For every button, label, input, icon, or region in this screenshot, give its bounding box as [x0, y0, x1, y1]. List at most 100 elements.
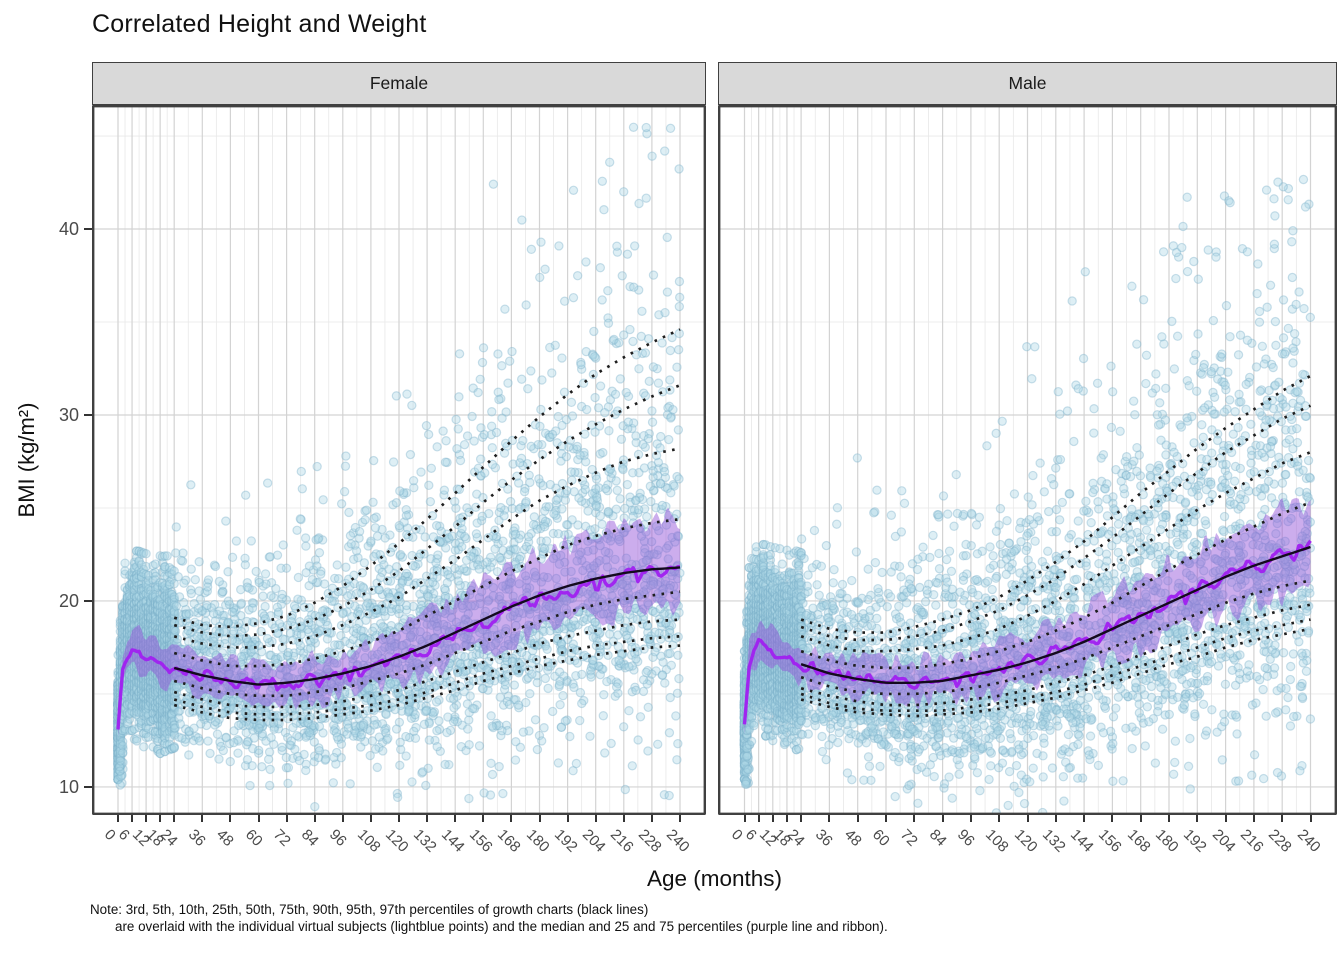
x-axis-tick	[1054, 815, 1057, 822]
facet-strip-male: Male	[718, 62, 1337, 105]
x-axis-tick	[201, 815, 204, 822]
x-axis-tick	[426, 815, 429, 822]
x-axis-tick	[538, 815, 541, 822]
x-axis-tick	[369, 815, 372, 822]
x-axis-tick	[1281, 815, 1284, 822]
x-axis-tick-label: 84	[925, 826, 950, 850]
x-axis-tick-label: 144	[1067, 826, 1097, 856]
x-axis-tick	[1168, 815, 1170, 822]
x-axis-tick	[622, 815, 625, 822]
y-axis-tick-label: 30	[58, 404, 79, 425]
caption-note: Note: 3rd, 5th, 10th, 25th, 50th, 75th, …	[90, 901, 888, 935]
x-axis-tick	[941, 815, 944, 822]
x-axis-tick	[679, 815, 681, 822]
x-axis-tick-label: 192	[550, 826, 581, 856]
x-axis-tick	[131, 815, 134, 822]
x-axis-title: Age (months)	[646, 866, 783, 891]
x-axis-tick	[398, 815, 400, 822]
facet-strip-male-label: Male	[1008, 73, 1047, 93]
x-axis-tick-label: 72	[897, 826, 922, 850]
x-axis-tick	[650, 815, 653, 822]
y-axis-tick-label: 10	[58, 776, 79, 797]
x-axis-tick	[885, 815, 887, 822]
x-axis-tick	[285, 815, 288, 822]
chart-title: Correlated Height and Weight	[92, 10, 427, 38]
x-axis-tick	[856, 815, 859, 822]
x-axis-tick-label: 36	[812, 826, 837, 850]
x-axis-tick	[159, 815, 162, 822]
note-line-2: are overlaid with the individual virtual…	[115, 919, 888, 934]
facet-strip-female-label: Female	[369, 73, 429, 93]
x-axis-tick	[173, 815, 176, 822]
x-axis-tick	[145, 815, 148, 822]
x-axis-tick-label: 72	[269, 826, 294, 850]
x-axis-tick-label: 96	[325, 826, 350, 850]
x-axis-tick	[913, 815, 916, 822]
x-axis-tick	[341, 815, 344, 822]
x-axis-tick-label: 108	[982, 826, 1012, 856]
x-axis-tick-label: 228	[634, 826, 665, 856]
y-axis-tick	[84, 228, 92, 231]
x-axis-tick-label: 240	[662, 826, 693, 856]
x-axis-tick-label: 24	[784, 826, 808, 850]
x-axis-tick	[1111, 815, 1114, 822]
x-axis-tick-label: 144	[438, 826, 468, 856]
x-axis-tick	[257, 815, 260, 822]
x-axis-tick-label: 84	[297, 826, 322, 850]
x-axis-tick-label: 204	[1208, 826, 1239, 856]
x-axis-tick-label: 120	[381, 826, 412, 856]
x-axis-tick	[998, 815, 1001, 822]
x-axis-tick	[1224, 815, 1227, 822]
x-axis-tick	[743, 815, 746, 822]
x-axis-tick-label: 24	[157, 826, 181, 850]
x-axis-tick	[482, 815, 485, 822]
y-axis-tick	[84, 785, 92, 788]
x-axis-tick	[229, 815, 232, 822]
facet-strip-female: Female	[92, 62, 706, 105]
x-axis-tick	[800, 815, 803, 822]
x-axis-tick	[1252, 815, 1255, 822]
panel-male	[718, 105, 1337, 815]
x-axis-tick	[1083, 815, 1086, 822]
note-line-1: Note: 3rd, 5th, 10th, 25th, 50th, 75th, …	[90, 902, 649, 917]
x-axis-tick	[1139, 815, 1142, 822]
x-axis-tick-label: 0	[727, 826, 746, 844]
x-axis-tick	[828, 815, 831, 822]
x-axis-tick-label: 132	[1038, 826, 1069, 856]
x-axis-tick-label: 168	[494, 826, 525, 856]
panel-canvas-female	[92, 105, 706, 815]
panel-female	[92, 105, 706, 815]
x-axis-tick-label: 204	[578, 826, 609, 856]
x-axis-tick-label: 168	[1123, 826, 1154, 856]
y-axis-title: BMI (kg/m²)	[14, 402, 39, 518]
x-axis-tick	[313, 815, 316, 822]
x-axis-tick	[117, 815, 119, 822]
x-axis-tick-label: 228	[1265, 826, 1295, 856]
x-axis-tick-label: 96	[953, 826, 978, 850]
x-axis-tick-label: 108	[353, 826, 384, 856]
x-axis-tick-label: 156	[466, 826, 496, 856]
x-axis-tick-label: 48	[840, 826, 865, 850]
panel-canvas-male	[718, 105, 1337, 815]
x-axis-tick	[1196, 815, 1199, 822]
x-axis-tick	[1026, 815, 1029, 822]
x-axis-tick	[566, 815, 569, 822]
x-axis-tick-label: 180	[522, 826, 553, 856]
x-axis-tick	[1309, 815, 1312, 822]
y-axis-tick	[84, 599, 92, 602]
x-axis-tick-label: 48	[213, 826, 238, 850]
x-axis-tick	[454, 815, 457, 822]
x-axis-tick	[785, 815, 788, 822]
x-axis-tick	[969, 815, 972, 822]
x-axis-tick	[771, 815, 774, 822]
x-axis-tick-label: 120	[1010, 826, 1041, 856]
x-axis-tick-label: 240	[1293, 826, 1324, 856]
x-axis-tick-label: 216	[606, 826, 637, 856]
x-axis-tick	[510, 815, 513, 822]
x-axis-tick-label: 156	[1095, 826, 1126, 856]
x-axis-tick-label: 60	[241, 826, 266, 850]
x-axis-tick-label: 132	[410, 826, 440, 856]
x-axis-tick-label: 60	[868, 826, 893, 850]
y-axis-tick-label: 40	[58, 219, 79, 240]
